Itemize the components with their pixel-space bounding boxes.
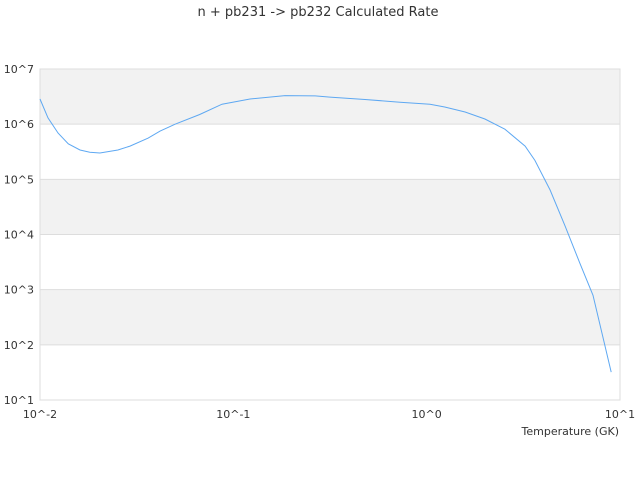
x-axis-label: Temperature (GK) xyxy=(521,425,620,438)
y-tick-label: 10^5 xyxy=(4,173,34,186)
y-tick-label: 10^4 xyxy=(4,229,34,242)
x-tick-label: 10^-1 xyxy=(216,408,250,421)
y-tick-label: 10^7 xyxy=(4,63,34,76)
y-tick-label: 10^6 xyxy=(4,118,34,131)
chart-title: n + pb231 -> pb232 Calculated Rate xyxy=(198,5,439,20)
x-tick-label: 10^1 xyxy=(605,408,635,421)
y-tick-label: 10^3 xyxy=(4,284,34,297)
grid-band xyxy=(40,69,620,125)
y-tick-label: 10^2 xyxy=(4,339,34,352)
y-tick-label: 10^1 xyxy=(4,394,34,407)
grid-band xyxy=(40,179,620,235)
x-tick-label: 10^0 xyxy=(412,408,442,421)
grid-band xyxy=(40,289,620,345)
series-line xyxy=(39,95,612,373)
x-tick-label: 10^-2 xyxy=(23,408,57,421)
plot-border xyxy=(39,68,621,401)
